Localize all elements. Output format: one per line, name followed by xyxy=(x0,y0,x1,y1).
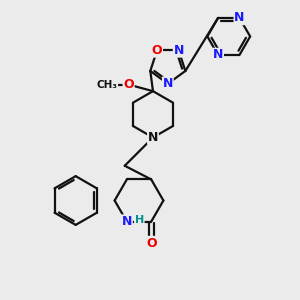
Text: N: N xyxy=(148,131,158,144)
Text: N: N xyxy=(122,215,132,228)
Text: N: N xyxy=(173,44,184,57)
Text: CH₃: CH₃ xyxy=(96,80,117,90)
Text: N: N xyxy=(213,49,223,62)
Text: O: O xyxy=(152,44,162,57)
Text: H: H xyxy=(135,215,144,225)
Text: N: N xyxy=(163,77,173,90)
Text: O: O xyxy=(146,236,157,250)
Text: N: N xyxy=(234,11,245,24)
Text: O: O xyxy=(123,78,134,91)
